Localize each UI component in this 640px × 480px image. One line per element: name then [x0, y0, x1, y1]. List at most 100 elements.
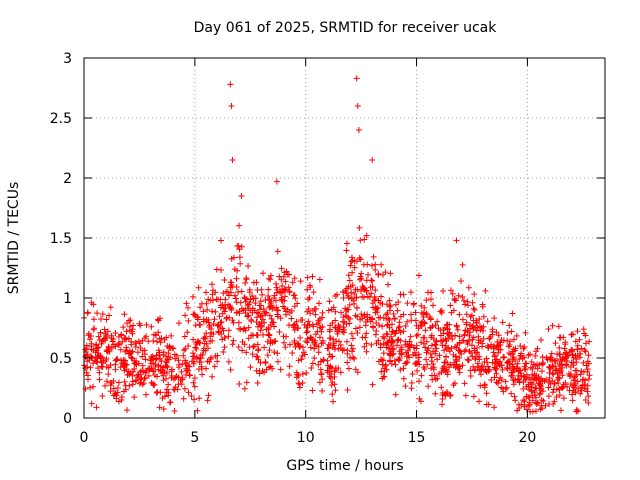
- data-point: [319, 314, 326, 321]
- data-point: [131, 365, 138, 372]
- data-point: [334, 330, 341, 337]
- data-point: [448, 309, 455, 316]
- data-point: [257, 327, 264, 334]
- data-point: [227, 279, 234, 286]
- data-point: [244, 313, 251, 320]
- data-point: [483, 390, 490, 397]
- data-point: [408, 385, 415, 392]
- data-point: [428, 332, 435, 339]
- data-point: [255, 310, 262, 317]
- data-point: [229, 341, 236, 348]
- data-point: [245, 335, 252, 342]
- data-point: [241, 385, 248, 392]
- data-point: [407, 333, 414, 340]
- data-point: [274, 248, 281, 255]
- data-point: [373, 328, 380, 335]
- data-point: [259, 291, 266, 298]
- x-tick-label: 15: [408, 430, 426, 446]
- data-point: [436, 352, 443, 359]
- data-point: [289, 349, 296, 356]
- data-point: [218, 266, 225, 273]
- data-point: [545, 384, 552, 391]
- data-point: [430, 360, 437, 367]
- data-point: [517, 342, 524, 349]
- data-point: [447, 391, 454, 398]
- data-points: [81, 75, 593, 415]
- data-point: [440, 367, 447, 374]
- data-point: [309, 387, 316, 394]
- data-point: [552, 367, 559, 374]
- data-point: [123, 366, 130, 373]
- data-point: [410, 344, 417, 351]
- data-point: [382, 361, 389, 368]
- data-point: [340, 294, 347, 301]
- data-point: [445, 334, 452, 341]
- data-point: [452, 297, 459, 304]
- data-point: [91, 357, 98, 364]
- data-point: [371, 297, 378, 304]
- data-point: [428, 354, 435, 361]
- data-point: [528, 379, 535, 386]
- data-point: [529, 397, 536, 404]
- data-point: [477, 327, 484, 334]
- data-point: [487, 333, 494, 340]
- data-point: [519, 355, 526, 362]
- data-point: [212, 308, 219, 315]
- data-point: [332, 365, 339, 372]
- data-point: [160, 372, 167, 379]
- data-point: [573, 406, 580, 413]
- data-point: [193, 341, 200, 348]
- data-point: [236, 380, 243, 387]
- data-point: [297, 316, 304, 323]
- data-point: [517, 352, 524, 359]
- data-point: [510, 346, 517, 353]
- data-point: [103, 378, 110, 385]
- data-point: [368, 290, 375, 297]
- data-point: [220, 290, 227, 297]
- data-point: [225, 358, 232, 365]
- data-point: [128, 338, 135, 345]
- data-point: [133, 340, 140, 347]
- data-point: [198, 300, 205, 307]
- data-point: [266, 304, 273, 311]
- data-point: [491, 364, 498, 371]
- data-point: [363, 340, 370, 347]
- data-point: [254, 332, 261, 339]
- data-point: [484, 318, 491, 325]
- data-point: [360, 261, 367, 268]
- data-point: [152, 332, 159, 339]
- data-point: [528, 358, 535, 365]
- data-point: [456, 339, 463, 346]
- data-point: [214, 358, 221, 365]
- data-point: [102, 358, 109, 365]
- data-point: [367, 318, 374, 325]
- data-point: [94, 310, 101, 317]
- data-point: [304, 322, 311, 329]
- data-point: [82, 346, 89, 353]
- data-point: [456, 369, 463, 376]
- data-point: [286, 363, 293, 370]
- data-point: [574, 378, 581, 385]
- data-point: [234, 243, 241, 250]
- data-point: [480, 335, 487, 342]
- data-point: [415, 272, 422, 279]
- data-point: [88, 400, 95, 407]
- data-point: [383, 330, 390, 337]
- data-point: [129, 378, 136, 385]
- data-point: [233, 275, 240, 282]
- data-point: [88, 340, 95, 347]
- data-point: [103, 348, 110, 355]
- data-point: [228, 281, 235, 288]
- data-point: [178, 381, 185, 388]
- data-point: [257, 359, 264, 366]
- data-point: [349, 335, 356, 342]
- data-point: [574, 328, 581, 335]
- data-point: [242, 280, 249, 287]
- data-point: [310, 289, 317, 296]
- data-point: [381, 368, 388, 375]
- data-point: [536, 391, 543, 398]
- data-point: [188, 393, 195, 400]
- data-point: [342, 287, 349, 294]
- data-point: [355, 127, 362, 133]
- data-point: [428, 372, 435, 379]
